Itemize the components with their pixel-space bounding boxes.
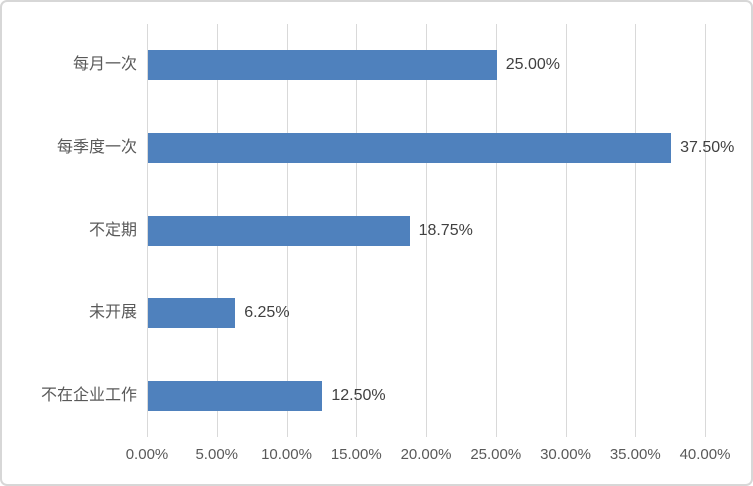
gridline [426, 24, 427, 437]
bar-value-label: 18.75% [418, 221, 473, 239]
x-tick-label: 40.00% [679, 446, 731, 463]
x-tick-label: 10.00% [261, 446, 312, 463]
category-label: 每月一次 [72, 56, 137, 74]
bar [148, 380, 323, 411]
x-tick-label: 25.00% [470, 446, 522, 463]
category-label: 不在企业工作 [40, 386, 137, 404]
bar-value-label: 12.50% [331, 386, 386, 404]
bar [148, 215, 410, 246]
category-label: 不定期 [88, 221, 137, 239]
bar [148, 298, 236, 329]
category-label: 未开展 [88, 304, 137, 322]
gridline [147, 24, 148, 437]
gridline [495, 24, 497, 437]
gridline [705, 24, 706, 437]
x-tick-label: 35.00% [609, 446, 661, 463]
gridline [635, 24, 637, 437]
bar-value-label: 6.25% [244, 304, 290, 322]
bar [148, 50, 497, 81]
x-tick-label: 5.00% [195, 446, 239, 463]
bar [148, 132, 672, 163]
x-tick-label: 20.00% [400, 446, 452, 463]
bar-value-label: 25.00% [505, 56, 561, 74]
x-tick-label: 0.00% [125, 446, 169, 463]
bar-value-label: 37.50% [680, 138, 735, 156]
category-label: 每季度一次 [56, 138, 137, 156]
x-tick-label: 15.00% [330, 446, 382, 463]
plot-area: 25.00% 37.50% 18.75% 6.25% 12.50% [147, 24, 734, 437]
x-tick-label: 30.00% [540, 446, 591, 463]
gridline [565, 24, 567, 437]
